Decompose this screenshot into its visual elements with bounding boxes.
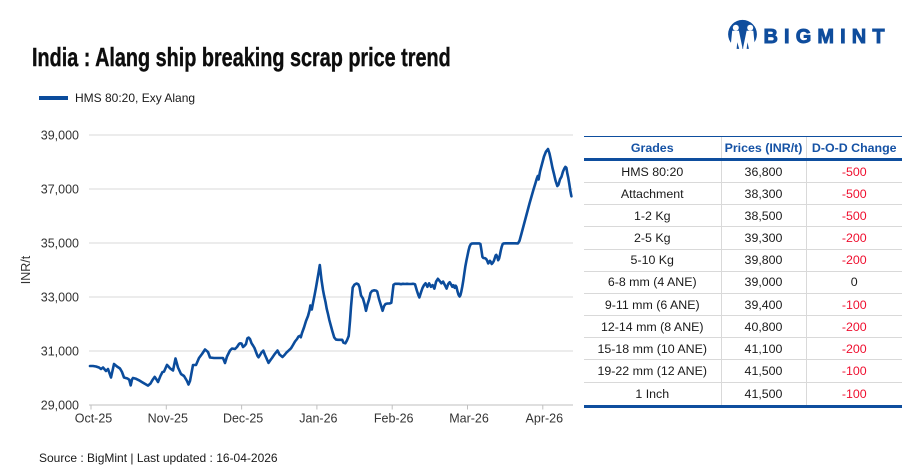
svg-text:Jan-26: Jan-26	[299, 412, 337, 426]
svg-text:37,000: 37,000	[41, 183, 79, 197]
svg-text:INR/t: INR/t	[19, 255, 33, 284]
svg-text:39,000: 39,000	[41, 129, 79, 143]
svg-text:31,000: 31,000	[41, 345, 79, 359]
svg-text:Apr-26: Apr-26	[526, 412, 564, 426]
svg-text:Nov-25: Nov-25	[148, 412, 188, 426]
svg-text:29,000: 29,000	[41, 399, 79, 413]
svg-text:Feb-26: Feb-26	[374, 412, 414, 426]
svg-text:Mar-26: Mar-26	[449, 412, 489, 426]
svg-text:33,000: 33,000	[41, 291, 79, 305]
svg-text:Dec-25: Dec-25	[223, 412, 263, 426]
svg-text:BIGMINT: BIGMINT	[764, 26, 891, 48]
svg-text:Oct-25: Oct-25	[75, 412, 113, 426]
svg-text:35,000: 35,000	[41, 237, 79, 251]
